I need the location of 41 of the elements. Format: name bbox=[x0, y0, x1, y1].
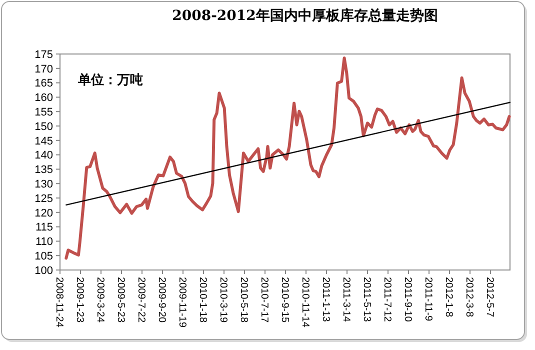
x-tick-label: 2009-1-23 bbox=[74, 277, 85, 324]
x-tick-label: 2008-11-24 bbox=[54, 277, 64, 328]
x-tick-label: 2012-1-8 bbox=[443, 277, 454, 318]
y-tick-label: 155 bbox=[34, 106, 53, 118]
y-tick-label: 110 bbox=[35, 236, 53, 248]
x-tick-label: 2010-7-17 bbox=[258, 277, 270, 324]
y-tick-label: 145 bbox=[34, 135, 53, 148]
x-tick-label: 2011-7-12 bbox=[382, 277, 393, 322]
y-tick-label: 105 bbox=[34, 250, 53, 262]
y-tick-label: 135 bbox=[34, 164, 53, 176]
y-tick-label: 125 bbox=[34, 192, 53, 205]
x-tick-label: 2009-11-19 bbox=[176, 277, 188, 328]
y-tick-label: 140 bbox=[34, 150, 53, 162]
x-tick-label: 2011-9-10 bbox=[402, 277, 414, 322]
x-tick-label: 2011-1-13 bbox=[320, 277, 332, 322]
x-tick-label: 2009-9-20 bbox=[156, 277, 168, 324]
x-tick-label: 2009-5-23 bbox=[115, 277, 126, 324]
line-series bbox=[64, 56, 511, 260]
x-tick-label: 2010-5-18 bbox=[238, 277, 250, 324]
y-tick-label: 175 bbox=[34, 48, 53, 61]
x-tick-label: 2010-3-19 bbox=[218, 277, 229, 324]
x-tick-label: 2011-11-9 bbox=[422, 277, 434, 322]
x-tick-label: 2010-9-15 bbox=[279, 277, 290, 324]
x-tick-label: 2011-5-13 bbox=[361, 277, 372, 322]
y-tick-label: 170 bbox=[34, 63, 53, 76]
y-tick-label: 120 bbox=[34, 207, 53, 220]
x-tick-label: 2012-5-7 bbox=[484, 277, 496, 318]
y-tick-label: 160 bbox=[34, 92, 53, 104]
x-tick-label: 2010-1-18 bbox=[197, 277, 208, 324]
y-tick-label: 115 bbox=[35, 222, 53, 234]
annotation: 单位：万吨 bbox=[77, 72, 143, 88]
y-tick-label: 165 bbox=[34, 78, 53, 90]
x-tick-label: 2010-11-14 bbox=[300, 277, 311, 328]
y-tick-label: 150 bbox=[34, 120, 53, 133]
y-tick-label: 130 bbox=[34, 178, 53, 190]
x-tick-label: 2009-3-24 bbox=[94, 277, 106, 324]
y-tick-label: 100 bbox=[34, 264, 53, 277]
x-tick-label: 2012-3-8 bbox=[464, 277, 475, 318]
x-tick-label: 2009-7-22 bbox=[136, 277, 147, 324]
x-tick-label: 2011-3-14 bbox=[340, 277, 352, 322]
chart-title: 2008-2012年国内中厚板库存总量走势图 bbox=[172, 7, 438, 24]
